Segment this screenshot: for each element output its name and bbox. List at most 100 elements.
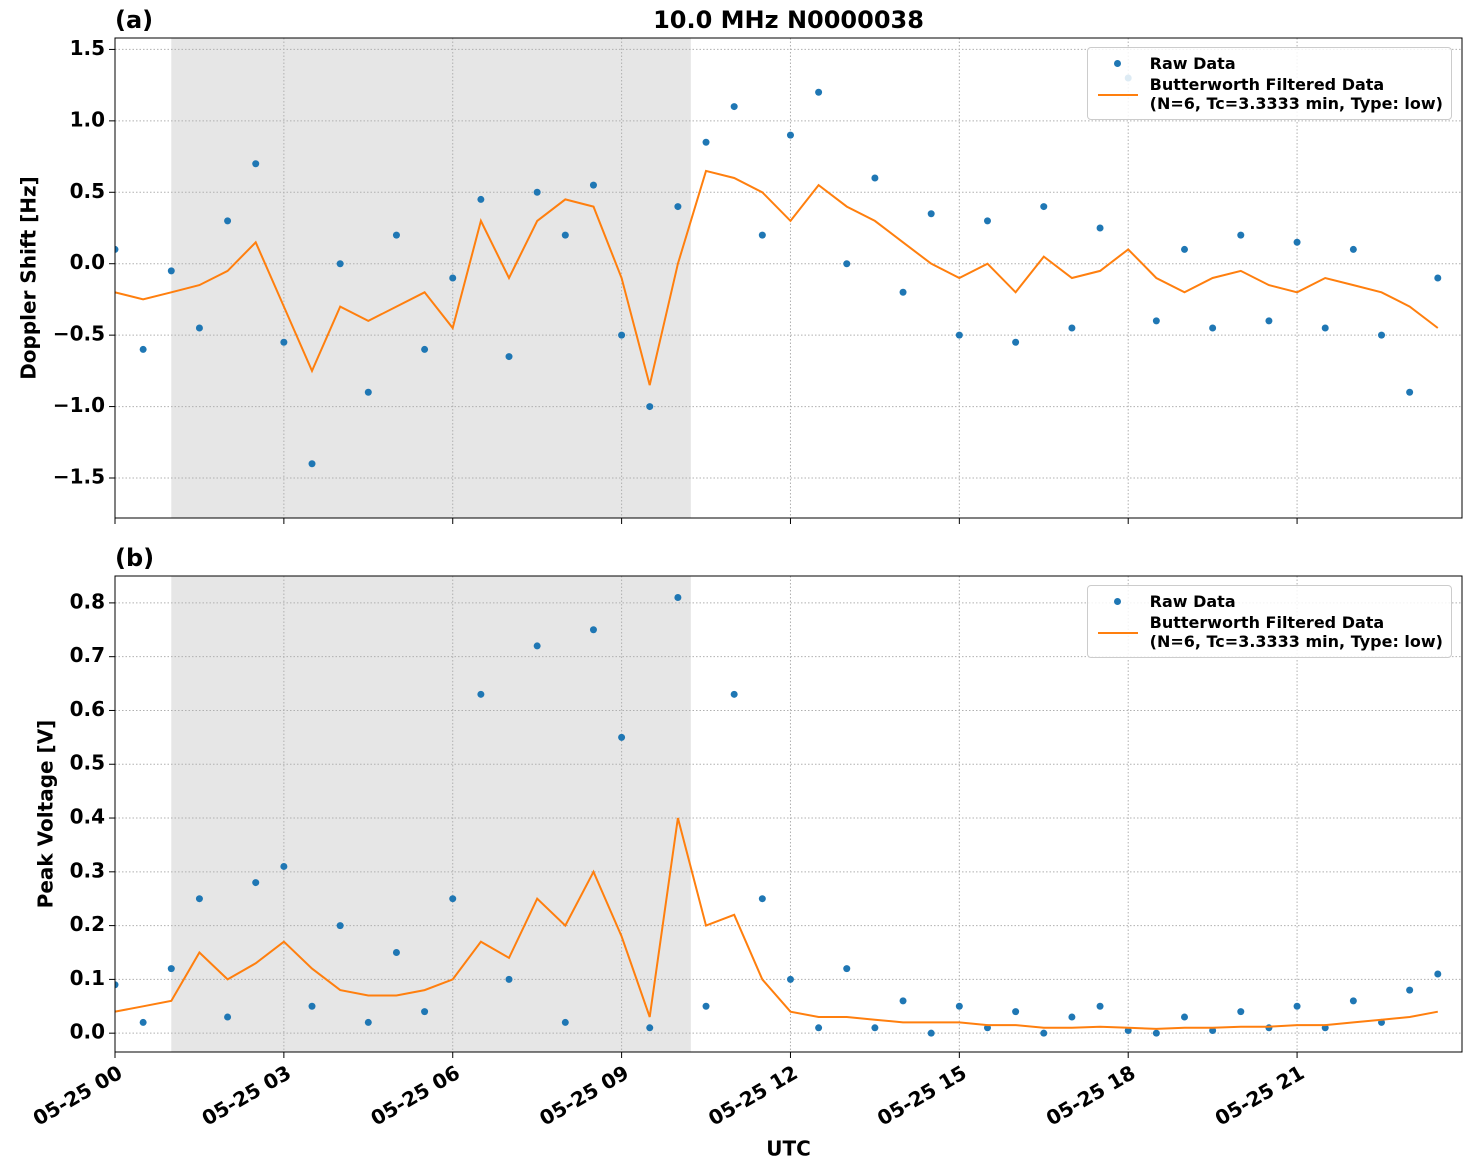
raw-point	[1349, 997, 1357, 1005]
raw-point	[115, 245, 119, 253]
plot-area	[115, 594, 1442, 1037]
raw-point	[336, 260, 344, 268]
raw-point	[1378, 331, 1386, 339]
raw-point	[505, 353, 513, 361]
filtered-line	[115, 169, 1439, 386]
raw-point	[561, 231, 569, 239]
raw-point	[1068, 324, 1076, 332]
raw-point	[730, 690, 738, 698]
raw-point	[477, 690, 485, 698]
plot-frame	[114, 575, 1463, 1053]
legend-key	[1096, 592, 1140, 611]
plot-frame	[114, 37, 1463, 519]
raw-point	[618, 331, 626, 339]
raw-point	[505, 975, 513, 983]
raw-point	[252, 879, 260, 887]
legend-marker	[1113, 598, 1121, 605]
raw-point	[758, 231, 766, 239]
raw-point	[871, 174, 879, 182]
raw-point	[308, 1002, 316, 1010]
legend-line	[1097, 631, 1138, 634]
y-tick-label: 0.0	[70, 1020, 105, 1044]
raw-point	[1040, 203, 1048, 211]
raw-point	[1293, 238, 1301, 246]
filtered-line	[115, 817, 1438, 1030]
legend-label: Butterworth Filtered Data (N=6, Tc=3.333…	[1149, 75, 1443, 113]
y-tick-label: 0.8	[70, 589, 105, 613]
x-tick-label: 05-25 09	[535, 1060, 633, 1130]
raw-point	[1180, 1013, 1188, 1021]
raw-point	[1237, 231, 1245, 239]
raw-point	[1068, 1013, 1076, 1021]
y-tick-label: 0.7	[70, 643, 105, 667]
y-axis-label: Peak Voltage [V]	[34, 720, 58, 909]
legend: Raw Data Butterworth Filtered Data (N=6, …	[1086, 585, 1452, 658]
legend-line	[1097, 93, 1138, 96]
raw-point	[561, 1018, 569, 1026]
raw-point	[115, 981, 119, 989]
y-tick-label: 0.3	[70, 858, 105, 882]
raw-point	[927, 210, 935, 218]
raw-point	[730, 103, 738, 111]
raw-point	[955, 331, 963, 339]
raw-point	[1012, 338, 1020, 346]
raw-point	[1265, 1024, 1273, 1032]
chart-title: 10.0 MHz N0000038	[653, 6, 924, 34]
raw-point	[477, 195, 485, 203]
raw-point	[674, 203, 682, 211]
y-axis-label: Doppler Shift [Hz]	[17, 176, 41, 380]
raw-point	[533, 642, 541, 650]
raw-point	[589, 626, 597, 634]
shaded-span	[171, 38, 691, 518]
raw-point	[224, 1013, 232, 1021]
legend-item: Butterworth Filtered Data (N=6, Tc=3.333…	[1096, 613, 1443, 651]
raw-point	[758, 895, 766, 903]
raw-point	[843, 965, 851, 973]
raw-point	[815, 1024, 823, 1032]
y-tick-label: 0.5	[70, 751, 105, 775]
raw-point	[702, 1002, 710, 1010]
raw-point	[280, 862, 288, 870]
x-tick-label: 05-25 03	[198, 1060, 296, 1130]
panel-label: (b)	[115, 544, 154, 572]
y-tick-label: 0.6	[70, 697, 105, 721]
raw-point	[1012, 1008, 1020, 1016]
raw-point	[167, 267, 175, 275]
raw-point	[815, 88, 823, 96]
raw-point	[1434, 274, 1442, 282]
plot-area	[115, 74, 1442, 468]
raw-point	[1406, 388, 1414, 396]
x-tick-label: 05-25 18	[1042, 1060, 1140, 1130]
legend-key	[1096, 54, 1140, 73]
raw-point	[195, 895, 203, 903]
raw-point	[983, 217, 991, 225]
raw-point	[618, 733, 626, 741]
raw-point	[280, 338, 288, 346]
raw-point	[139, 345, 147, 353]
raw-point	[589, 181, 597, 189]
raw-point	[1293, 1002, 1301, 1010]
legend-label: Raw Data	[1149, 54, 1236, 73]
raw-point	[843, 260, 851, 268]
raw-point	[899, 997, 907, 1005]
y-tick-label: −1.0	[53, 393, 105, 417]
y-tick-label: −0.5	[53, 322, 105, 346]
legend-item: Butterworth Filtered Data (N=6, Tc=3.333…	[1096, 75, 1443, 113]
raw-point	[1152, 1029, 1160, 1037]
raw-point	[786, 131, 794, 139]
x-axis-label: UTC	[766, 1137, 811, 1161]
raw-point	[392, 948, 400, 956]
raw-point	[1096, 224, 1104, 232]
raw-point	[167, 965, 175, 973]
raw-point	[421, 345, 429, 353]
raw-point	[224, 217, 232, 225]
raw-point	[1040, 1029, 1048, 1037]
legend-item: Raw Data	[1096, 54, 1443, 73]
raw-point	[1180, 245, 1188, 253]
raw-point	[449, 895, 457, 903]
raw-point	[899, 288, 907, 296]
raw-point	[1209, 324, 1217, 332]
raw-point	[1406, 986, 1414, 994]
y-tick-label: −1.5	[53, 465, 105, 489]
